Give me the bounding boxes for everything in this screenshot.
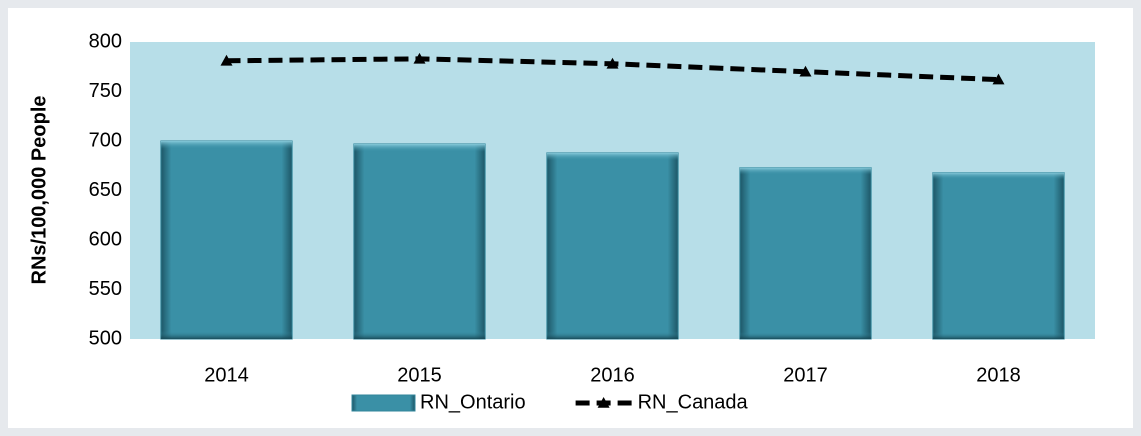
line-marker bbox=[413, 52, 426, 64]
y-tick-label: 800 bbox=[89, 30, 122, 52]
bar-bevel bbox=[546, 152, 679, 339]
y-tick-label: 700 bbox=[89, 129, 122, 151]
x-tick-label: 2016 bbox=[590, 364, 635, 386]
line-marker bbox=[799, 65, 812, 77]
legend-label: RN_Ontario bbox=[420, 391, 526, 413]
line-marker bbox=[597, 397, 610, 408]
legend-label: RN_Canada bbox=[638, 391, 749, 413]
bar-bevel bbox=[160, 141, 293, 339]
y-tick-label: 650 bbox=[89, 179, 122, 201]
x-tick-label: 2015 bbox=[397, 364, 442, 386]
line-marker bbox=[992, 73, 1005, 85]
bar-bevel bbox=[739, 167, 872, 339]
x-tick-label: 2017 bbox=[783, 364, 828, 386]
x-tick-label: 2018 bbox=[976, 364, 1021, 386]
bar-bevel bbox=[353, 143, 486, 339]
x-tick-label: 2014 bbox=[204, 364, 249, 386]
line-marker bbox=[606, 57, 619, 69]
y-tick-label: 550 bbox=[89, 278, 122, 300]
bar-bevel bbox=[932, 172, 1065, 339]
y-tick-label: 500 bbox=[89, 327, 122, 349]
line-marker bbox=[220, 54, 233, 66]
y-tick-label: 750 bbox=[89, 80, 122, 102]
legend-swatch bbox=[351, 394, 416, 412]
y-axis-label: RNs/100,000 People bbox=[28, 96, 50, 285]
y-tick-label: 600 bbox=[89, 228, 122, 250]
